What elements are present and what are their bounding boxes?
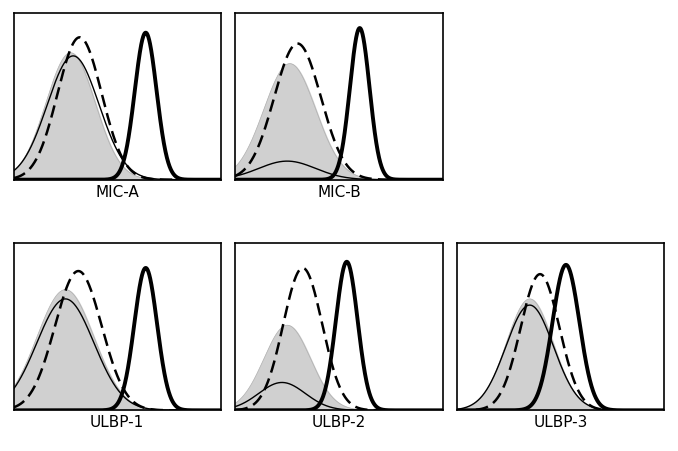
X-axis label: MIC-A: MIC-A [96, 184, 139, 199]
X-axis label: ULBP-3: ULBP-3 [534, 414, 588, 429]
X-axis label: ULBP-1: ULBP-1 [90, 414, 144, 429]
X-axis label: ULBP-2: ULBP-2 [312, 414, 366, 429]
X-axis label: MIC-B: MIC-B [317, 184, 361, 199]
